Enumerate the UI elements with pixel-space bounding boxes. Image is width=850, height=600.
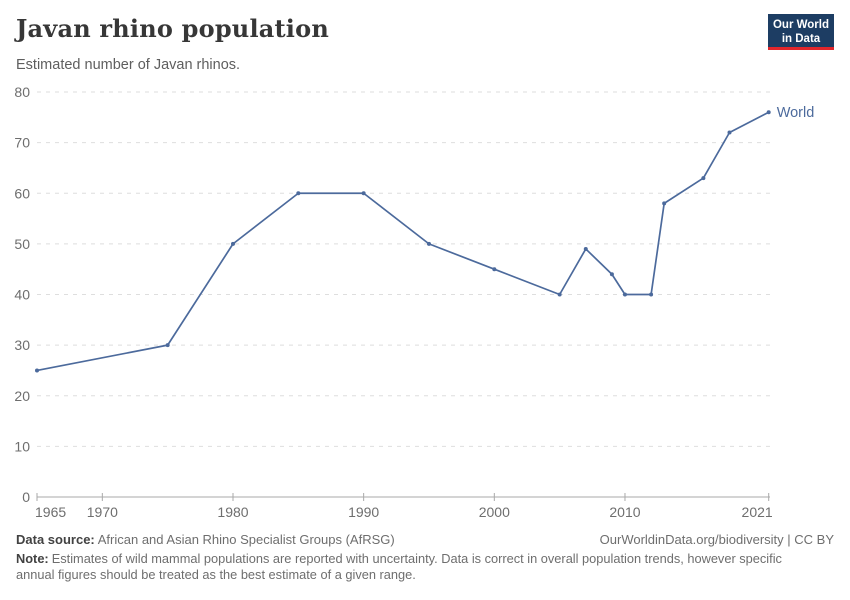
x-tick-label: 1970	[87, 504, 118, 520]
owid-logo[interactable]: Our World in Data	[768, 14, 834, 50]
data-point[interactable]	[649, 292, 654, 297]
x-tick-label: 1980	[217, 504, 248, 520]
data-point[interactable]	[662, 201, 667, 206]
x-tick-label: 2010	[609, 504, 640, 520]
data-point[interactable]	[35, 368, 39, 373]
y-tick-label: 20	[14, 388, 30, 404]
chart-subtitle: Estimated number of Javan rhinos.	[16, 57, 241, 73]
y-gridlines	[37, 91, 770, 447]
page-title: Javan rhino population	[16, 14, 329, 43]
y-tick-label: 10	[14, 438, 30, 454]
y-tick-label: 0	[22, 489, 30, 505]
data-source-label: Data source:	[16, 532, 95, 547]
note-label: Note:	[16, 551, 49, 566]
note-text: Estimates of wild mammal populations are…	[16, 551, 782, 582]
population-line[interactable]	[36, 111, 770, 372]
data-source: Data source: African and Asian Rhino Spec…	[16, 532, 395, 547]
owid-logo-line1: Our World	[772, 19, 829, 31]
x-tick-label: 1990	[348, 504, 379, 520]
y-tick-label: 80	[14, 84, 30, 100]
series-world[interactable]: World	[35, 105, 814, 373]
data-point[interactable]	[165, 343, 170, 348]
owid-logo-line2: in Data	[781, 33, 821, 45]
data-point[interactable]	[583, 246, 588, 251]
data-point[interactable]	[230, 241, 235, 246]
data-point[interactable]	[622, 292, 627, 297]
data-source-text: African and Asian Rhino Specialist Group…	[97, 532, 395, 547]
chart-note: Note: Estimates of wild mammal population…	[16, 551, 804, 583]
data-point[interactable]	[426, 241, 431, 246]
data-point[interactable]	[609, 272, 614, 277]
x-tick-label: 2021	[742, 504, 773, 520]
y-axis-labels: 0 10 20 30 40 50 60 70 80	[14, 84, 30, 505]
y-tick-label: 60	[14, 185, 30, 201]
x-tick-label: 1965	[35, 504, 66, 520]
data-point[interactable]	[727, 130, 732, 135]
attribution-link[interactable]: OurWorldinData.org/biodiversity | CC BY	[599, 532, 834, 547]
y-tick-label: 70	[14, 135, 30, 151]
data-point[interactable]	[296, 191, 301, 196]
data-point[interactable]	[361, 191, 366, 196]
data-point[interactable]	[557, 292, 562, 297]
chart-header: Javan rhino population Estimated number …	[16, 14, 329, 73]
x-tick-label: 2000	[479, 504, 510, 520]
data-point[interactable]	[492, 267, 497, 272]
data-point[interactable]	[701, 176, 706, 181]
y-tick-label: 50	[14, 236, 30, 252]
x-axis: 1965 1970 1980 1990 2000 2010 2021	[35, 493, 773, 520]
chart-footer: Data source: African and Asian Rhino Spec…	[16, 532, 834, 583]
y-tick-label: 40	[14, 287, 30, 303]
data-point[interactable]	[766, 110, 771, 115]
series-end-label[interactable]: World	[777, 105, 815, 121]
y-tick-label: 30	[14, 337, 30, 353]
